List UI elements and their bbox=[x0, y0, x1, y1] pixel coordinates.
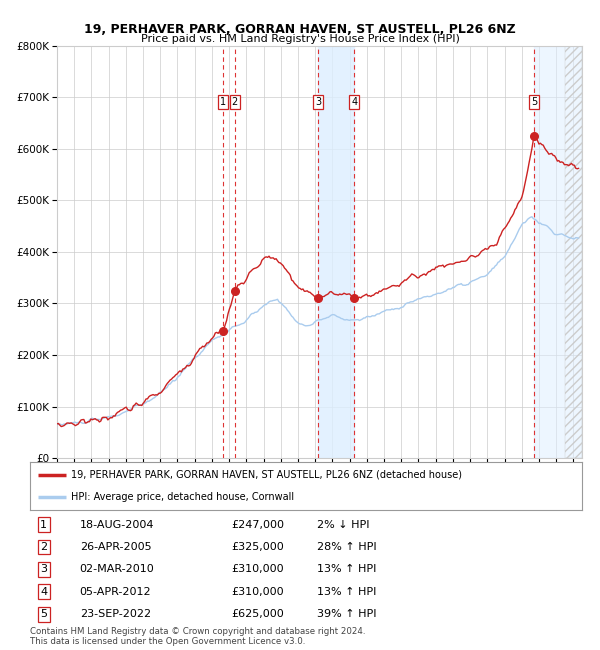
Text: 5: 5 bbox=[40, 609, 47, 619]
Text: 39% ↑ HPI: 39% ↑ HPI bbox=[317, 609, 377, 619]
Text: £247,000: £247,000 bbox=[231, 520, 284, 530]
Text: £625,000: £625,000 bbox=[231, 609, 284, 619]
Text: 1: 1 bbox=[40, 520, 47, 530]
Text: 18-AUG-2004: 18-AUG-2004 bbox=[80, 520, 154, 530]
Text: 2: 2 bbox=[40, 542, 47, 552]
Text: 13% ↑ HPI: 13% ↑ HPI bbox=[317, 564, 376, 575]
Text: 19, PERHAVER PARK, GORRAN HAVEN, ST AUSTELL, PL26 6NZ (detached house): 19, PERHAVER PARK, GORRAN HAVEN, ST AUST… bbox=[71, 470, 463, 480]
Text: 19, PERHAVER PARK, GORRAN HAVEN, ST AUSTELL, PL26 6NZ: 19, PERHAVER PARK, GORRAN HAVEN, ST AUST… bbox=[84, 23, 516, 36]
Text: 4: 4 bbox=[40, 587, 47, 597]
Text: 28% ↑ HPI: 28% ↑ HPI bbox=[317, 542, 377, 552]
Text: 4: 4 bbox=[351, 98, 358, 107]
Text: £310,000: £310,000 bbox=[231, 564, 284, 575]
Text: HPI: Average price, detached house, Cornwall: HPI: Average price, detached house, Corn… bbox=[71, 492, 295, 502]
Text: 02-MAR-2010: 02-MAR-2010 bbox=[80, 564, 154, 575]
Text: £325,000: £325,000 bbox=[231, 542, 284, 552]
Text: 13% ↑ HPI: 13% ↑ HPI bbox=[317, 587, 376, 597]
Text: 05-APR-2012: 05-APR-2012 bbox=[80, 587, 151, 597]
Text: 2% ↓ HPI: 2% ↓ HPI bbox=[317, 520, 370, 530]
Bar bbox=[318, 46, 354, 458]
Text: £310,000: £310,000 bbox=[231, 587, 284, 597]
Text: Contains HM Land Registry data © Crown copyright and database right 2024.: Contains HM Land Registry data © Crown c… bbox=[30, 627, 365, 636]
Text: 3: 3 bbox=[315, 98, 321, 107]
Text: 3: 3 bbox=[40, 564, 47, 575]
Text: 5: 5 bbox=[531, 98, 538, 107]
Text: 1: 1 bbox=[220, 98, 226, 107]
Text: 23-SEP-2022: 23-SEP-2022 bbox=[80, 609, 151, 619]
Text: This data is licensed under the Open Government Licence v3.0.: This data is licensed under the Open Gov… bbox=[30, 636, 305, 645]
Text: 2: 2 bbox=[232, 98, 238, 107]
Text: Price paid vs. HM Land Registry's House Price Index (HPI): Price paid vs. HM Land Registry's House … bbox=[140, 34, 460, 44]
Text: 26-APR-2005: 26-APR-2005 bbox=[80, 542, 151, 552]
Bar bbox=[535, 46, 582, 458]
